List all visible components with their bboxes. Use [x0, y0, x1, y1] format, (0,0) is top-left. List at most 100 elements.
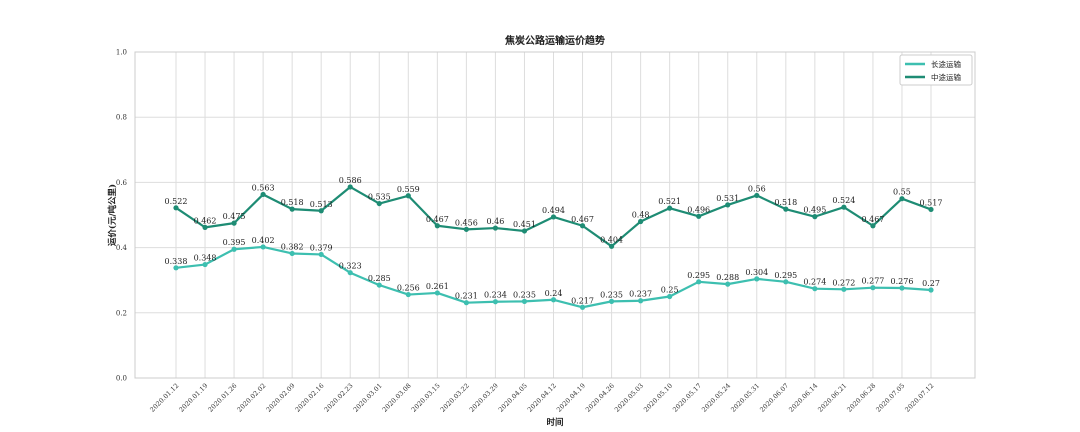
data-point-1 — [347, 184, 353, 190]
x-axis: 2020.01.122020.01.192020.01.262020.02.02… — [148, 382, 935, 414]
data-label-0: 0.272 — [832, 278, 855, 287]
legend: 长途运输 中途运输 — [899, 54, 973, 86]
data-label-0: 0.402 — [252, 236, 275, 245]
data-label-1: 0.496 — [687, 205, 710, 214]
x-tick-label: 2020.01.12 — [148, 382, 180, 414]
y-tick-label: 0.8 — [116, 114, 127, 122]
data-point-0 — [550, 297, 557, 303]
data-point-1 — [318, 208, 324, 214]
x-tick-label: 2020.01.19 — [177, 382, 209, 414]
data-label-0: 0.231 — [455, 292, 478, 301]
data-label-1: 0.456 — [455, 218, 478, 227]
data-point-0 — [754, 276, 760, 282]
data-point-0 — [347, 270, 353, 276]
x-tick-label: 2020.07.05 — [874, 382, 906, 414]
data-point-0 — [841, 286, 847, 292]
data-point-1 — [434, 223, 440, 229]
data-label-0: 0.295 — [687, 271, 710, 280]
data-label-0: 0.27 — [922, 279, 940, 288]
data-point-0 — [463, 300, 469, 306]
data-point-0 — [899, 285, 905, 291]
data-label-0: 0.323 — [339, 262, 362, 271]
x-tick-label: 2020.02.09 — [265, 382, 297, 414]
data-point-0 — [289, 250, 295, 257]
data-label-0: 0.395 — [223, 238, 246, 247]
data-point-1 — [492, 225, 499, 231]
data-label-0: 0.234 — [484, 291, 507, 300]
data-point-1 — [550, 214, 557, 220]
data-point-1 — [899, 196, 905, 202]
x-tick-label: 2020.04.05 — [497, 382, 529, 414]
data-point-0 — [725, 281, 731, 287]
data-point-1 — [812, 214, 818, 220]
data-label-0: 0.237 — [629, 290, 652, 299]
y-axis: 0.0 0.2 0.4 0.6 0.8 1.0 — [116, 49, 128, 383]
data-label-1: 0.451 — [513, 220, 536, 229]
data-point-1 — [463, 226, 469, 232]
y-axis-label: 运价(元/吨公里) — [107, 184, 118, 246]
data-point-0 — [638, 298, 644, 304]
data-labels: 0.338 0.348 0.395 0.402 0.382 0.379 0.323 0.285… — [165, 176, 943, 305]
data-point-1 — [289, 206, 295, 212]
data-point-1 — [202, 224, 208, 230]
data-point-1 — [579, 223, 586, 229]
data-label-1: 0.535 — [368, 193, 391, 202]
data-label-1: 0.48 — [632, 211, 650, 220]
y-tick-label: 0.4 — [116, 244, 128, 252]
data-label-0: 0.217 — [571, 296, 594, 305]
data-label-1: 0.518 — [281, 198, 304, 207]
x-tick-label: 2020.03.22 — [439, 382, 471, 414]
data-label-0: 0.382 — [281, 242, 304, 251]
data-label-0: 0.277 — [861, 277, 884, 286]
legend-label-long: 长途运输 — [931, 59, 961, 69]
y-tick-label: 0.2 — [116, 309, 127, 317]
data-point-1 — [405, 193, 411, 199]
series-group — [173, 184, 934, 310]
data-label-1: 0.467 — [571, 215, 594, 224]
data-point-1 — [231, 220, 237, 226]
data-label-1: 0.475 — [223, 212, 246, 221]
data-point-0 — [405, 291, 411, 298]
data-label-1: 0.56 — [748, 184, 766, 193]
data-point-0 — [231, 246, 237, 252]
data-label-1: 0.522 — [165, 197, 188, 206]
data-label-0: 0.274 — [803, 278, 826, 287]
data-label-1: 0.563 — [252, 183, 275, 192]
data-point-1 — [841, 204, 847, 210]
data-point-0 — [521, 298, 528, 304]
data-label-1: 0.55 — [893, 188, 911, 197]
data-label-0: 0.295 — [774, 271, 797, 280]
chart-title: 焦炭公路运输运价趋势 — [504, 34, 605, 47]
data-point-1 — [638, 218, 644, 225]
data-point-1 — [928, 206, 934, 213]
x-tick-label: 2020.04.26 — [584, 382, 616, 414]
data-point-1 — [667, 205, 673, 211]
data-label-1: 0.586 — [339, 176, 362, 185]
data-label-1: 0.494 — [542, 206, 565, 215]
data-point-1 — [260, 191, 266, 198]
data-point-0 — [202, 261, 208, 268]
data-label-1: 0.518 — [774, 198, 797, 207]
data-label-1: 0.517 — [920, 198, 943, 207]
x-tick-label: 2020.06.07 — [758, 382, 790, 414]
data-label-0: 0.256 — [397, 284, 420, 293]
data-point-0 — [608, 298, 615, 304]
data-label-1: 0.513 — [310, 200, 333, 209]
data-point-1 — [608, 243, 615, 249]
x-tick-label: 2020.05.17 — [671, 382, 703, 414]
y-tick-label: 0.0 — [116, 375, 127, 383]
x-tick-label: 2020.03.29 — [468, 382, 500, 414]
data-point-0 — [173, 265, 179, 271]
x-tick-label: 2020.02.23 — [323, 382, 355, 414]
data-label-0: 0.285 — [368, 274, 391, 283]
data-point-0 — [434, 290, 440, 296]
data-label-1: 0.462 — [194, 216, 217, 225]
data-label-1: 0.467 — [861, 215, 884, 224]
data-label-0: 0.24 — [545, 289, 563, 298]
x-tick-label: 2020.04.19 — [555, 382, 587, 414]
x-tick-label: 2020.07.12 — [903, 382, 935, 414]
y-tick-label: 1.0 — [116, 49, 127, 57]
data-label-1: 0.467 — [426, 215, 449, 224]
x-tick-label: 2020.05.24 — [700, 382, 732, 414]
legend-label-mid: 中途运输 — [931, 72, 961, 82]
